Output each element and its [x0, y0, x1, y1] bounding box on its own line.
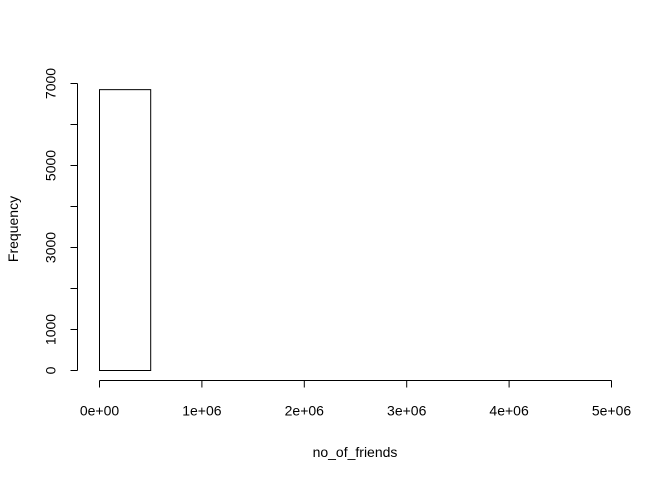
x-tick-label: 4e+06	[489, 403, 529, 419]
y-axis: 0 1000 3000 5000 7000	[43, 68, 78, 374]
y-tick-label: 3000	[43, 232, 59, 263]
x-tick-label: 5e+06	[592, 403, 632, 419]
x-tick-label: 0e+00	[80, 403, 120, 419]
x-axis-label: no_of_friends	[313, 444, 398, 460]
x-tick-label: 1e+06	[182, 403, 222, 419]
y-tick-label: 0	[43, 366, 59, 374]
y-tick-label: 5000	[43, 150, 59, 181]
x-tick-label: 2e+06	[285, 403, 325, 419]
x-tick-label: 3e+06	[387, 403, 427, 419]
y-axis-label: Frequency	[5, 196, 21, 262]
histogram-bars	[99, 89, 152, 372]
histogram-bar	[99, 89, 152, 372]
x-axis: 0e+00 1e+06 2e+06 3e+06 4e+06 5e+06	[80, 380, 632, 419]
y-tick-label: 1000	[43, 314, 59, 345]
y-tick-label: 7000	[43, 68, 59, 99]
